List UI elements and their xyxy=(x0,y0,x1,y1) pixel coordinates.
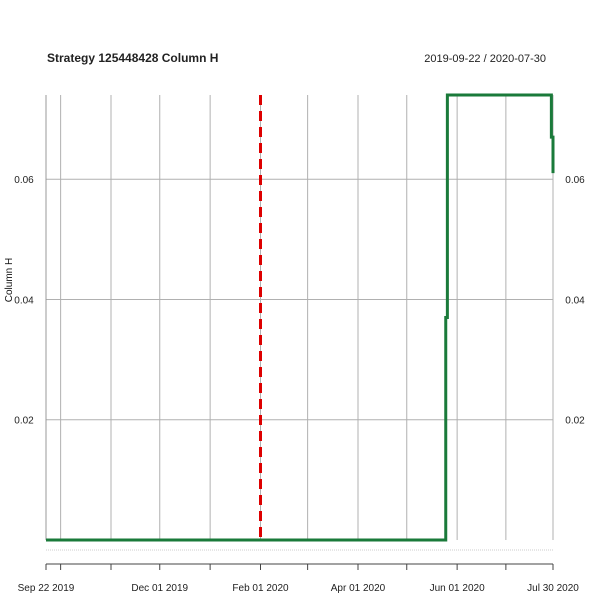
series-line xyxy=(46,93,555,542)
y-tick-label-left: 0.02 xyxy=(14,416,34,427)
y-tick-label-left: 0.06 xyxy=(14,175,34,186)
y-tick-label-right: 0.04 xyxy=(565,295,585,306)
grid-lines xyxy=(45,95,554,540)
x-tick-label: Jul 30 2020 xyxy=(527,583,579,594)
x-tick-label: Apr 01 2020 xyxy=(331,583,386,594)
y-tick-label-right: 0.02 xyxy=(565,416,585,427)
x-tick-label: Sep 22 2019 xyxy=(18,583,75,594)
chart-date-range: 2019-09-22 / 2020-07-30 xyxy=(424,53,546,65)
y-tick-label-right: 0.06 xyxy=(565,175,585,186)
tick-labels: Sep 22 2019 Dec 01 2019 Feb 01 2020 Apr 01 … xyxy=(14,175,585,594)
x-tick-label: Jun 01 2020 xyxy=(430,583,485,594)
x-tick-label: Dec 01 2019 xyxy=(131,583,188,594)
axes xyxy=(45,95,554,570)
series-group xyxy=(46,93,555,542)
x-tick-label: Feb 01 2020 xyxy=(232,583,289,594)
y-axis-label: Column H xyxy=(4,258,15,302)
chart-title: Strategy 125448428 Column H xyxy=(47,51,218,65)
y-tick-label-left: 0.04 xyxy=(14,295,34,306)
